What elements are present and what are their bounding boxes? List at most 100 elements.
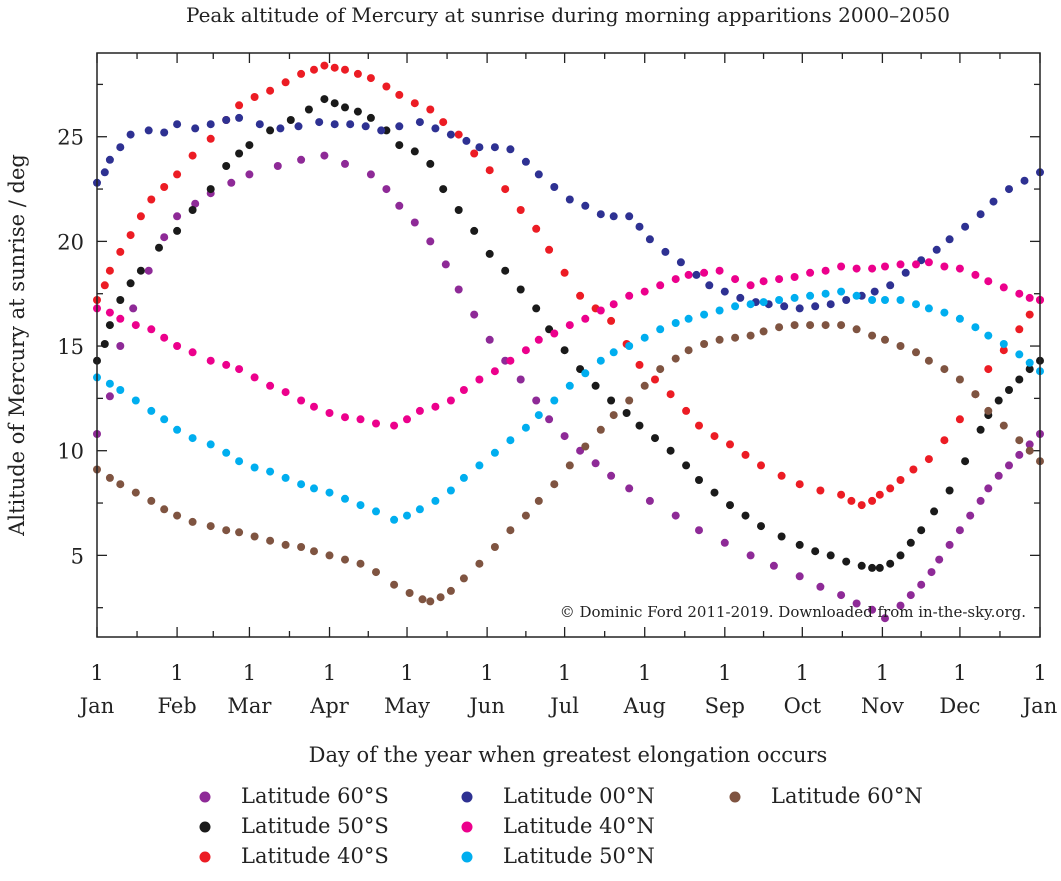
data-point (795, 572, 804, 581)
data-point (266, 86, 275, 95)
data-point (857, 561, 866, 570)
data-point (1005, 386, 1013, 394)
data-point (565, 321, 574, 330)
data-point (625, 291, 634, 300)
data-point (881, 296, 889, 304)
data-point (330, 120, 339, 129)
data-point (676, 258, 685, 267)
data-point (160, 233, 169, 242)
data-point (852, 291, 861, 300)
x-tick-labels: 1 Jan 1 Feb 1 Mar 1 Apr 1 May 1 Jun 1 Jul 1 Aug 1 Sep 1 Oct… (78, 661, 1057, 718)
data-point (490, 367, 499, 376)
y-tick-label: 25 (57, 126, 84, 150)
data-point (940, 308, 949, 317)
data-point (405, 589, 414, 597)
data-point (837, 262, 846, 271)
data-point (116, 386, 125, 394)
x-tick-month: Jan (78, 694, 114, 718)
data-point (222, 116, 231, 124)
data-point (790, 273, 799, 281)
data-point (935, 555, 944, 564)
data-point (777, 532, 786, 541)
plot-frame (96, 52, 1041, 638)
x-tick-day: 1 (1033, 661, 1046, 685)
data-point (410, 147, 419, 156)
x-tick-month: Oct (784, 694, 822, 718)
data-point (366, 170, 375, 179)
data-point (521, 423, 530, 432)
data-point (325, 551, 334, 560)
data-point (188, 348, 197, 357)
data-point (875, 563, 884, 572)
data-point (147, 325, 156, 334)
x-tick-day: 1 (323, 661, 336, 685)
data-point (780, 302, 789, 311)
data-point (356, 501, 365, 510)
data-point (924, 455, 933, 464)
data-point (1025, 310, 1034, 319)
y-tick-labels: 5 10 15 20 25 (57, 126, 84, 569)
data-point (700, 340, 709, 348)
data-point (147, 496, 156, 505)
data-point (276, 124, 285, 133)
legend-item: Latitude 50°S (199, 814, 389, 838)
data-point (105, 155, 114, 164)
data-point (506, 436, 515, 445)
data-point (715, 306, 724, 315)
data-point (395, 90, 404, 99)
data-point (250, 532, 259, 541)
data-point (281, 78, 290, 87)
data-point (775, 323, 784, 332)
data-point (431, 124, 440, 133)
x-tick-day: 1 (400, 661, 413, 685)
data-point (868, 496, 877, 505)
data-point (912, 300, 920, 309)
data-point (868, 264, 877, 273)
data-point (896, 296, 905, 304)
x-tick-month: Jan (1021, 694, 1057, 718)
data-point (206, 522, 215, 531)
data-point (731, 275, 740, 284)
data-point (341, 413, 349, 422)
x-tick-day: 1 (638, 661, 651, 685)
data-point (266, 536, 275, 545)
data-point (591, 381, 600, 390)
data-point (1015, 289, 1024, 298)
legend-item: Latitude 50°N (461, 844, 655, 868)
data-point (516, 285, 525, 294)
data-point (116, 143, 125, 152)
legend: Latitude 60°S Latitude 50°S Latitude 40°S L… (199, 784, 923, 868)
data-point (656, 325, 665, 334)
data-point (297, 396, 306, 405)
data-point (645, 235, 654, 244)
data-point (454, 285, 463, 294)
data-point (534, 335, 543, 344)
data-point (341, 65, 349, 74)
data-point (896, 260, 905, 269)
data-point (235, 365, 244, 374)
data-point (868, 605, 877, 614)
data-point (116, 247, 125, 256)
data-point (886, 484, 895, 493)
data-point (315, 118, 324, 127)
legend-marker (461, 791, 473, 803)
data-point (390, 580, 399, 589)
data-point (945, 235, 954, 244)
data-point (720, 287, 729, 296)
legend-marker (729, 791, 741, 803)
data-point (746, 551, 755, 560)
copyright-annotation: © Dominic Ford 2011-2019. Downloaded fro… (560, 603, 1026, 621)
data-point (490, 448, 499, 457)
data-point (116, 296, 125, 304)
x-tick-month: Nov (861, 694, 904, 718)
data-point (131, 488, 140, 497)
data-point (372, 419, 380, 428)
x-tick-month: May (384, 694, 430, 718)
data-point (736, 293, 745, 302)
data-point (116, 314, 125, 323)
data-point (684, 314, 693, 323)
data-point (206, 120, 215, 129)
data-point (581, 201, 590, 210)
data-point (700, 310, 709, 319)
data-point (565, 381, 574, 390)
